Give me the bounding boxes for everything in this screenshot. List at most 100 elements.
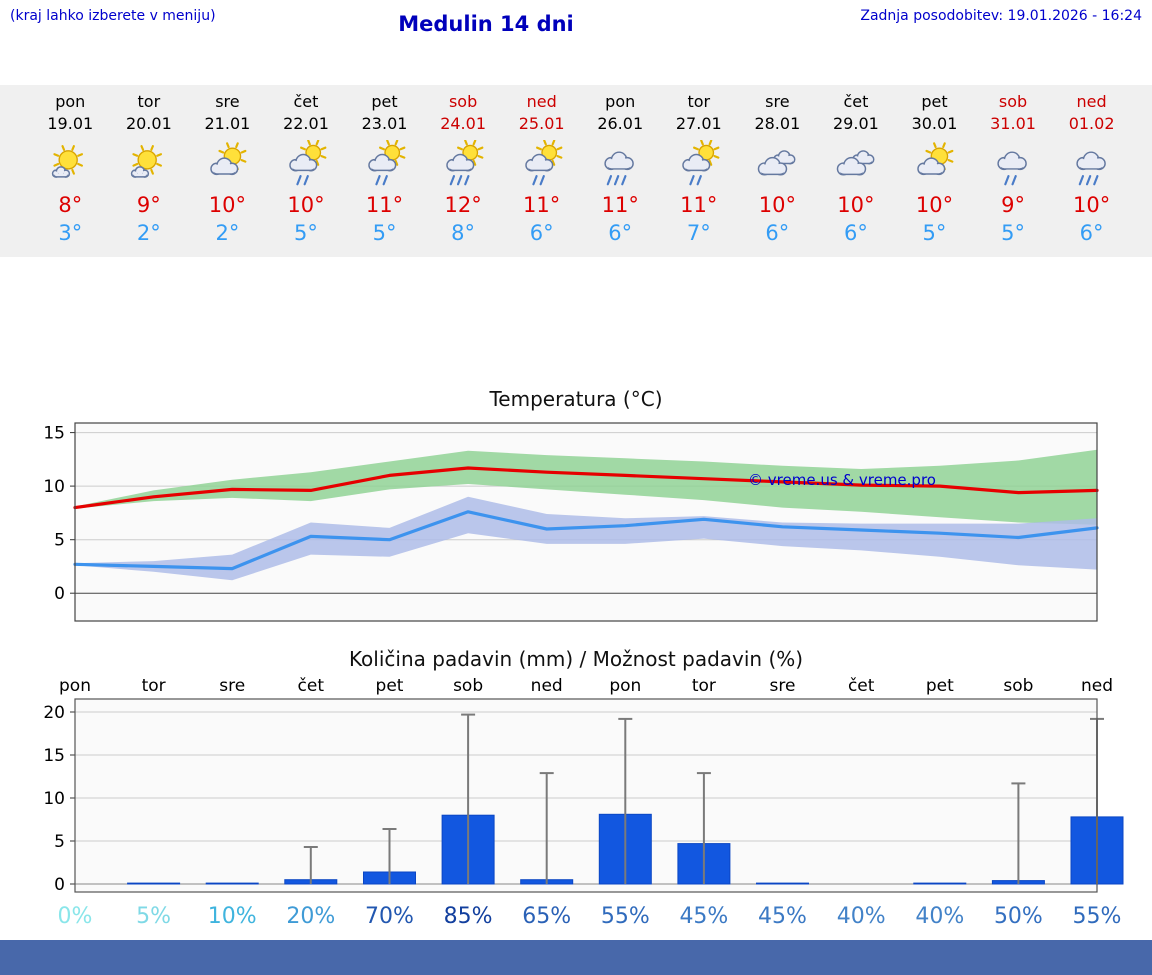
y-tick-label: 10 — [43, 789, 65, 809]
precip-probability: 0% — [58, 904, 93, 929]
y-tick-label: 15 — [43, 746, 65, 766]
temp-max: 10° — [1072, 193, 1111, 217]
temp-min: 7° — [686, 221, 711, 245]
precip-probability: 40% — [837, 904, 886, 929]
day-date: 23.01 — [361, 114, 408, 133]
precip-probability: 45% — [679, 904, 728, 929]
cloud-rain-light-icon — [974, 135, 1053, 191]
y-tick-label: 0 — [54, 875, 65, 895]
precip-day-label: sob — [453, 676, 483, 696]
precip-day-label: tor — [692, 676, 716, 696]
day-name: sob — [998, 92, 1028, 111]
precip-day-label: sre — [770, 676, 796, 696]
temp-max: 11° — [365, 193, 404, 217]
y-tick-label: 5 — [54, 832, 65, 852]
temp-max: 10° — [758, 193, 796, 217]
temp-max: 8° — [58, 193, 83, 217]
forecast-day[interactable]: ned 01.02 10° 6° — [1052, 91, 1131, 247]
sun-showers-light-icon — [267, 135, 346, 191]
forecast-day[interactable]: sre 21.01 10° 2° — [188, 91, 267, 247]
temp-max: 9° — [136, 193, 161, 217]
precip-day-label: sre — [219, 676, 245, 696]
min-temp-band — [75, 496, 1097, 581]
forecast-day[interactable]: pet 30.01 10° 5° — [895, 91, 974, 247]
day-name: tor — [137, 92, 161, 111]
min-temp-line — [73, 510, 1099, 571]
day-date: 30.01 — [911, 114, 958, 133]
forecast-day[interactable]: sre 28.01 10° 6° — [738, 91, 817, 247]
precip-probability: 40% — [915, 904, 964, 929]
temp-max: 11° — [601, 193, 639, 217]
temp-max: 10° — [837, 193, 875, 217]
temp-min: 5° — [372, 221, 397, 245]
forecast-day[interactable]: pon 19.01 8° 3° — [31, 91, 110, 247]
precip-day-label: čet — [298, 676, 325, 696]
temp-max: 9° — [1001, 193, 1025, 217]
precip-probability: 50% — [994, 904, 1043, 929]
precip-day-label: ned — [1081, 676, 1113, 696]
day-date: 22.01 — [283, 114, 329, 133]
day-name: čet — [293, 92, 319, 111]
day-name: ned — [1076, 92, 1107, 111]
precip-day-label: pon — [59, 676, 91, 696]
precip-day-label: sob — [1003, 676, 1033, 696]
temp-max: 10° — [287, 193, 325, 217]
precipitation-chart: pon tor sre čet pet sob ned pon tor sre čet pet sob n… — [0, 673, 1152, 931]
forecast-day[interactable]: sob 24.01 12° 8° — [424, 91, 503, 247]
sun-showers-light-icon — [345, 135, 424, 191]
temp-min: 6° — [765, 221, 790, 245]
precip-bar — [205, 882, 259, 885]
forecast-day[interactable]: pon 26.01 11° 6° — [581, 91, 660, 247]
day-date: 25.01 — [518, 114, 565, 133]
last-update: Zadnja posodobitev: 19.01.2026 - 16:24 — [860, 8, 1142, 24]
forecast-day[interactable]: sob 31.01 9° 5° — [974, 91, 1053, 247]
temp-max: 10° — [915, 193, 954, 217]
precipitation-chart-svg: pon tor sre čet pet sob ned pon tor sre čet pet sob n… — [43, 676, 1124, 929]
mostly-sunny-icon — [31, 135, 110, 191]
precip-probability: 10% — [208, 904, 257, 929]
precip-probability: 65% — [522, 904, 571, 929]
temp-min: 6° — [608, 221, 633, 245]
precip-probability: 5% — [136, 904, 171, 929]
day-name: ned — [526, 92, 557, 111]
temp-min: 6° — [529, 221, 554, 245]
day-name: sre — [215, 92, 240, 111]
temp-min: 5° — [294, 221, 318, 245]
temp-min: 2° — [215, 221, 240, 245]
day-date: 01.02 — [1068, 114, 1115, 133]
day-name: pon — [605, 92, 636, 111]
cloudy-icon — [738, 135, 817, 191]
temp-min: 2° — [136, 221, 161, 245]
forecast-day[interactable]: pet 23.01 11° 5° — [345, 91, 424, 247]
cloudy-icon — [817, 135, 896, 191]
precip-day-label: pon — [609, 676, 641, 696]
precip-probability: 70% — [365, 904, 414, 929]
forecast-day[interactable]: čet 29.01 10° 6° — [817, 91, 896, 247]
day-date: 28.01 — [754, 114, 801, 133]
y-tick-label: 15 — [43, 424, 65, 444]
day-name: čet — [843, 92, 869, 111]
y-tick-label: 0 — [54, 584, 65, 604]
watermark[interactable]: © vreme.us & vreme.pro — [748, 471, 936, 489]
precip-probability: 45% — [758, 904, 807, 929]
header: (kraj lahko izberete v meniju) Medulin 1… — [0, 0, 1152, 40]
temp-min: 6° — [843, 221, 868, 245]
forecast-day[interactable]: ned 25.01 11° 6° — [502, 91, 581, 247]
temp-max: 11° — [523, 193, 561, 217]
forecast-day[interactable]: čet 22.01 10° 5° — [267, 91, 346, 247]
precip-probability: 85% — [444, 904, 493, 929]
day-date: 26.01 — [597, 114, 644, 133]
day-date: 29.01 — [833, 114, 879, 133]
cloud-rain-heavy-icon — [1052, 135, 1131, 191]
precip-probability: 20% — [286, 904, 335, 929]
day-name: sre — [765, 92, 790, 111]
sun-showers-light-icon — [660, 135, 739, 191]
sun-showers-light-icon — [502, 135, 581, 191]
forecast-day[interactable]: tor 27.01 11° 7° — [660, 91, 739, 247]
temperature-chart: 0 5 10 15 © vreme.us & vreme.pro — [0, 413, 1152, 625]
temp-max: 10° — [208, 193, 247, 217]
temp-min: 5° — [1001, 221, 1025, 245]
precipitation-chart-title: Količina padavin (mm) / Možnost padavin … — [348, 647, 804, 671]
forecast-day[interactable]: tor 20.01 9° 2° — [110, 91, 189, 247]
menu-note[interactable]: (kraj lahko izberete v meniju) — [10, 8, 216, 24]
